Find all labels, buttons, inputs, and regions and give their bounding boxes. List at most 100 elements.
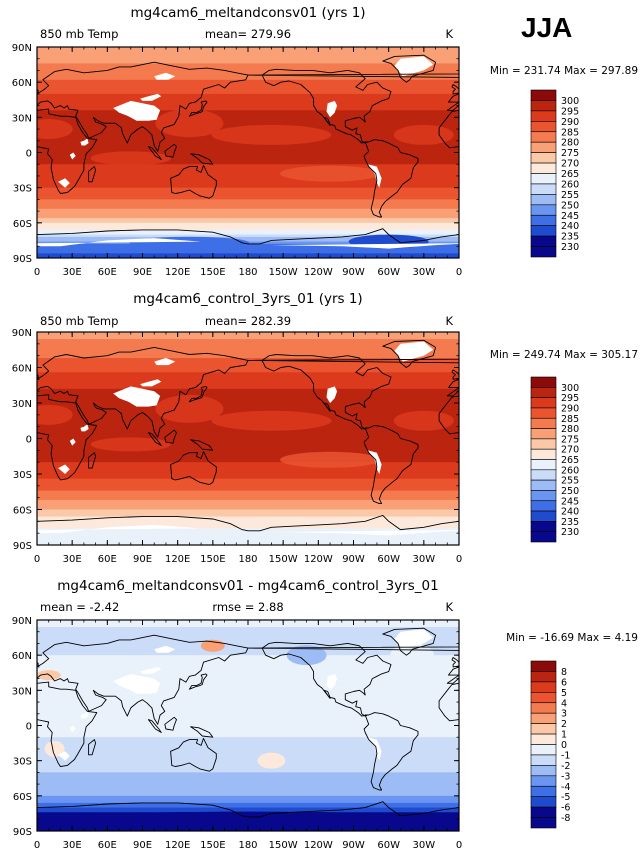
masked-region <box>367 164 382 188</box>
colorbar-box <box>530 89 557 101</box>
field-band <box>37 718 459 722</box>
colorbar-label: 230 <box>561 527 579 538</box>
field-band <box>37 746 459 750</box>
field-band <box>37 65 459 69</box>
colorbar-box <box>530 531 557 543</box>
field-band <box>37 197 459 200</box>
field-band <box>37 248 459 252</box>
field-band <box>37 68 459 72</box>
colorbar-label: 285 <box>561 127 579 138</box>
field-band <box>37 63 459 67</box>
colorbar-label: -6 <box>561 803 570 814</box>
colorbar-label: 4 <box>561 698 567 709</box>
coastline <box>382 339 437 368</box>
field-band <box>37 450 459 454</box>
colorbar-label: 6 <box>561 677 567 688</box>
field-band <box>37 114 459 118</box>
field-band <box>37 760 459 764</box>
coastline <box>88 166 97 183</box>
field-band <box>37 381 459 385</box>
coastline <box>188 673 208 690</box>
field-band <box>37 405 459 409</box>
field-band <box>37 737 459 741</box>
colorbar-label: 0 <box>561 740 567 751</box>
field-band <box>37 447 459 451</box>
field-band <box>37 190 459 193</box>
panel-left-label: 850 mb Temp <box>40 27 118 41</box>
lon-tick-label: 120E <box>165 840 190 851</box>
field-band <box>37 362 459 366</box>
lon-tick-label: 0 <box>456 840 462 851</box>
colorbar-box <box>530 817 557 829</box>
field-band <box>37 770 459 773</box>
colorbar-label: 235 <box>561 232 579 243</box>
lon-tick-label: 150E <box>200 554 225 565</box>
field-band <box>37 709 459 713</box>
panel-center-label: mean= 279.96 <box>205 27 291 41</box>
field-band <box>37 178 459 182</box>
field-band <box>37 695 459 698</box>
colorbar-box <box>530 407 557 419</box>
field-band <box>37 171 459 175</box>
colorbar-label: 3 <box>561 709 567 720</box>
colorbar-box <box>530 754 557 766</box>
field-band <box>37 208 459 212</box>
colorbar-label: 270 <box>561 445 579 456</box>
coastline <box>37 373 39 379</box>
field-band <box>37 100 459 104</box>
colorbar-label: 275 <box>561 434 579 445</box>
field-band <box>37 232 459 236</box>
colorbar-label: 280 <box>561 138 579 149</box>
lat-tick-label: 30S <box>13 184 32 195</box>
lon-tick-label: 30W <box>413 267 436 278</box>
anomaly-region <box>257 752 286 769</box>
field-band <box>37 490 459 494</box>
colorbar-box <box>530 194 557 206</box>
field-band <box>37 692 459 696</box>
colorbar-box <box>530 490 557 502</box>
panel-left-label: mean = -2.42 <box>40 600 119 614</box>
field-band <box>37 788 459 792</box>
field-band <box>37 70 459 74</box>
colorbar-label: -4 <box>561 782 570 793</box>
coastline <box>170 451 217 486</box>
lon-tick-label: 60W <box>377 840 400 851</box>
colorbar-box <box>530 469 557 481</box>
field-band <box>37 720 459 724</box>
lon-tick-label: 30E <box>63 554 82 565</box>
field-band <box>37 353 459 357</box>
colorbar-label: 240 <box>561 221 579 232</box>
coastline <box>37 681 98 767</box>
field-band <box>37 77 459 81</box>
colorbar-label: 8 <box>561 667 567 678</box>
colorbar-label: 270 <box>561 159 579 170</box>
field-band <box>37 341 459 345</box>
lon-tick-label: 180 <box>238 554 257 565</box>
field-band <box>37 533 459 537</box>
masked-region <box>58 464 70 474</box>
colorbar-box <box>530 376 557 388</box>
field-band <box>37 723 459 727</box>
warm-region <box>211 124 332 145</box>
field-band <box>37 166 459 170</box>
colorbar-label: 5 <box>561 688 567 699</box>
field-band <box>37 103 459 107</box>
lat-tick-label: 60N <box>12 78 32 89</box>
lon-tick-label: 0 <box>34 267 40 278</box>
coastline <box>451 369 459 380</box>
field-band <box>37 704 459 708</box>
field-band <box>37 391 459 395</box>
lat-tick-label: 30S <box>13 470 32 481</box>
field-band <box>37 243 459 247</box>
colorbar-box <box>530 428 557 440</box>
warm-region <box>90 437 171 452</box>
lon-tick-label: 60E <box>98 554 117 565</box>
field-band <box>37 702 459 705</box>
lon-tick-label: 120W <box>304 267 333 278</box>
field-band <box>37 336 459 340</box>
field-band <box>37 239 459 243</box>
colorbar: 3002952902852802752702652602552502452402… <box>530 376 579 543</box>
colorbar-box <box>530 500 557 512</box>
field-band <box>37 497 459 501</box>
